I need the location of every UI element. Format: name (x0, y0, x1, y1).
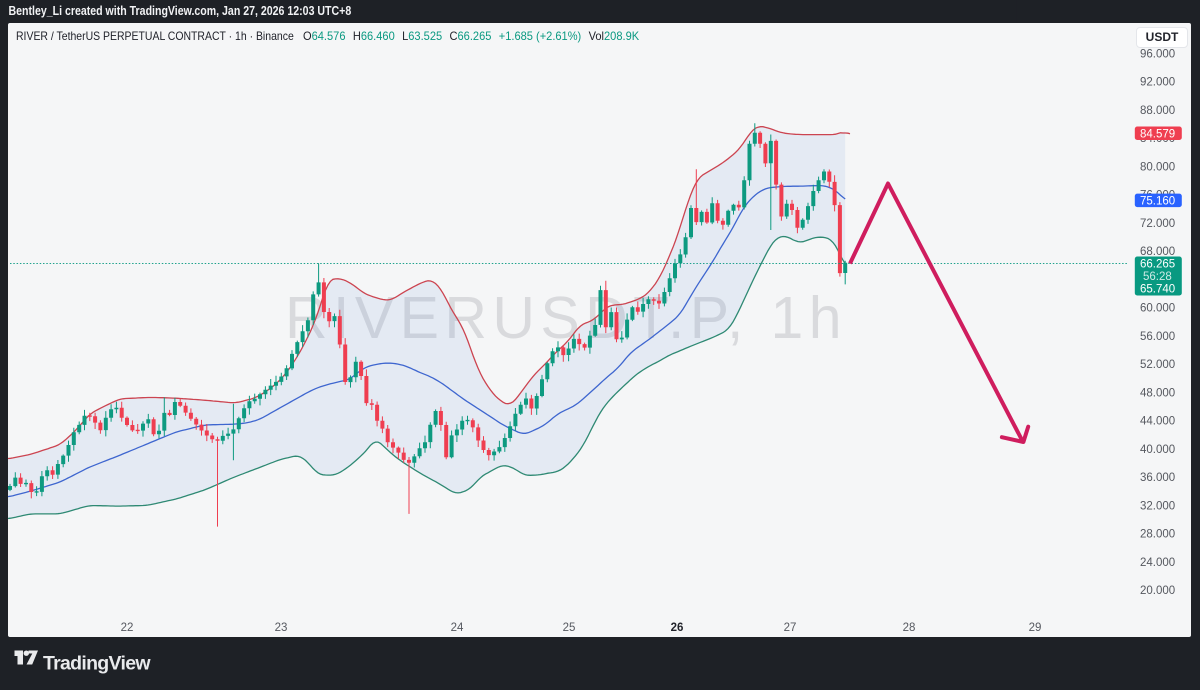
svg-text:27: 27 (784, 622, 797, 634)
svg-text:66.265: 66.265 (1140, 259, 1175, 271)
svg-text:65.740: 65.740 (1140, 284, 1175, 296)
svg-text:36.000: 36.000 (1140, 472, 1175, 484)
svg-text:24: 24 (451, 622, 464, 634)
svg-text:23: 23 (275, 622, 288, 634)
svg-text:80.000: 80.000 (1140, 161, 1175, 173)
svg-text:44.000: 44.000 (1140, 416, 1175, 428)
svg-text:22: 22 (121, 622, 134, 634)
svg-text:60.000: 60.000 (1140, 303, 1175, 315)
svg-text:28.000: 28.000 (1140, 529, 1175, 541)
svg-text:40.000: 40.000 (1140, 444, 1175, 456)
svg-text:32.000: 32.000 (1140, 500, 1175, 512)
svg-text:96.000: 96.000 (1140, 48, 1175, 60)
svg-text:92.000: 92.000 (1140, 77, 1175, 89)
svg-text:56:28: 56:28 (1143, 271, 1172, 283)
svg-text:26: 26 (671, 622, 684, 634)
svg-text:56.000: 56.000 (1140, 331, 1175, 343)
svg-text:88.000: 88.000 (1140, 105, 1175, 117)
svg-text:48.000: 48.000 (1140, 387, 1175, 399)
svg-text:25: 25 (563, 622, 576, 634)
svg-text:52.000: 52.000 (1140, 359, 1175, 371)
svg-text:RIVERUSDT.P, 1h: RIVERUSDT.P, 1h (285, 285, 847, 351)
svg-text:TradingView: TradingView (43, 653, 151, 675)
svg-text:29: 29 (1029, 622, 1042, 634)
svg-text:72.000: 72.000 (1140, 218, 1175, 230)
svg-text:24.000: 24.000 (1140, 557, 1175, 569)
svg-text:84.579: 84.579 (1140, 128, 1175, 140)
svg-text:20.000: 20.000 (1140, 585, 1175, 597)
svg-text:68.000: 68.000 (1140, 246, 1175, 258)
svg-text:75.160: 75.160 (1140, 195, 1175, 207)
svg-text:28: 28 (903, 622, 916, 634)
